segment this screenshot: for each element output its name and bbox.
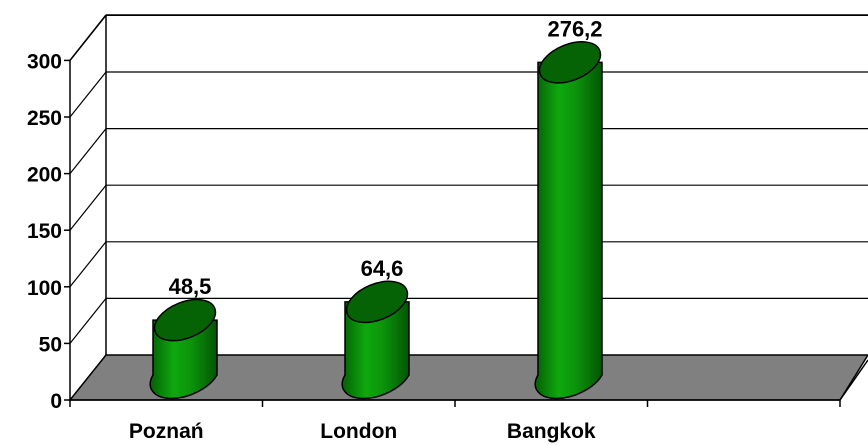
bar-body [341, 301, 410, 400]
y-tick-label: 200 [27, 164, 62, 187]
floor-right-edge [839, 359, 868, 401]
x-tick-label: London [320, 420, 397, 443]
x-tick-label: Bangkok [507, 420, 596, 443]
side-wall-top [69, 14, 107, 61]
y-tick-label: 150 [27, 220, 62, 243]
category-labels: Poznań London Bangkok [129, 420, 596, 443]
x-tick-label: Poznań [129, 420, 204, 443]
data-label: 64,6 [361, 256, 404, 281]
bar-top [538, 41, 602, 84]
y-tick-label: 250 [27, 107, 62, 130]
y-tick-label: 300 [27, 50, 62, 73]
data-label: 276,2 [547, 16, 602, 41]
axes [64, 14, 868, 407]
side-wall-line [69, 71, 107, 118]
data-label: 48,5 [169, 274, 212, 299]
bar-cylinder [341, 280, 410, 400]
bar-top [153, 298, 217, 342]
side-wall-line [69, 241, 107, 288]
side-wall-line [69, 298, 107, 344]
bars [149, 41, 603, 400]
y-tick-label: 0 [50, 390, 62, 413]
value-labels: 48,5 64,6 276,2 [169, 16, 603, 299]
bar-cylinder [534, 41, 603, 400]
bar-cylinder [149, 298, 218, 400]
side-wall-line [69, 128, 107, 174]
bar-body [534, 61, 603, 400]
bar-top [345, 280, 409, 324]
y-tick-label: 100 [27, 277, 62, 300]
side-wall-line [69, 184, 107, 231]
y-tick-label: 50 [39, 333, 62, 356]
y-tick-labels: 0 50 100 150 200 250 300 [27, 50, 62, 413]
